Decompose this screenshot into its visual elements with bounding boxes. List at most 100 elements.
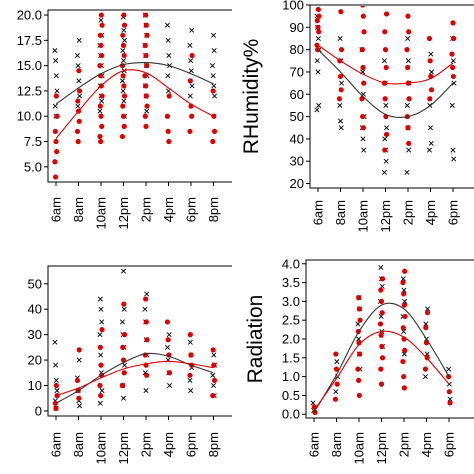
dot-point (402, 313, 408, 320)
dot-point (99, 326, 105, 333)
dot-point (120, 42, 127, 49)
x-tick-label: 2pm (397, 432, 412, 457)
x-tick-label: 4pm (161, 197, 176, 222)
dot-point (97, 344, 103, 350)
dot-point (53, 174, 59, 180)
cross-point (120, 395, 127, 401)
y-tick-label: 80 (290, 42, 304, 57)
dot-point (334, 381, 340, 387)
dot-point (316, 13, 322, 19)
dot-point (423, 325, 429, 331)
cross-point (99, 388, 105, 394)
x-tick-label: 10am (352, 432, 367, 465)
cross-point (338, 125, 344, 131)
dot-point (406, 140, 412, 146)
y-tick-label: 20 (290, 176, 304, 191)
cross-point (211, 352, 217, 358)
dot-point (447, 400, 453, 406)
y-tick-label: 20 (28, 353, 42, 368)
cross-point (52, 103, 58, 109)
x-tick-label: 8am (71, 432, 86, 457)
dot-point (338, 47, 345, 53)
dot-point (121, 332, 128, 338)
cross-point (54, 88, 60, 94)
cross-point (189, 27, 195, 33)
dot-point (377, 321, 384, 327)
x-tick-label: 8am (71, 197, 86, 222)
x-tick-label: 10am (356, 200, 371, 233)
y-tick-label: 60 (290, 87, 304, 102)
dot-point (121, 123, 127, 129)
dot-point (401, 302, 407, 308)
dot-point (400, 358, 406, 365)
cross-point (451, 156, 457, 162)
fit-line (313, 330, 450, 411)
cross-point (164, 22, 170, 28)
dot-point (406, 29, 412, 35)
dot-point (54, 113, 60, 119)
dot-point (360, 13, 366, 19)
dot-point (142, 113, 148, 119)
cross-point (405, 58, 411, 64)
dot-point (210, 138, 216, 145)
cross-series (310, 265, 453, 413)
dot-point (53, 93, 59, 99)
dot-point (98, 138, 104, 145)
cross-point (211, 47, 217, 53)
y-tick-label: 12.5 (17, 83, 42, 98)
dot-point (143, 83, 149, 89)
dot-point (314, 42, 320, 48)
dot-point (99, 93, 105, 99)
cross-point (76, 357, 82, 363)
x-tick-label: 12pm (374, 432, 389, 465)
cross-point (142, 306, 148, 312)
y-tick-label: 5.0 (24, 159, 42, 174)
dot-point (450, 20, 456, 26)
dot-point (360, 6, 366, 8)
dot-point (379, 276, 386, 282)
cross-point (406, 147, 412, 153)
cross-point (97, 296, 103, 302)
cross-point (422, 374, 428, 380)
dot-point (405, 64, 411, 71)
dot-point (119, 382, 126, 389)
dot-point (402, 347, 408, 353)
dot-point (76, 395, 82, 401)
dot-point (210, 347, 216, 353)
fit-line (55, 360, 214, 397)
dot-point (187, 372, 193, 378)
x-tick-label: 2pm (139, 432, 154, 457)
dot-point (143, 296, 149, 302)
x-axis: 6am 8am 10am 12pm 2pm 4pm 6pm 8pm (49, 416, 221, 465)
dot-point (383, 64, 389, 71)
panel-bottom-right: 0.0 0.5 1.0 1.5 2.0 2.5 3.0 3.5 4.0 6am 8am 10am 12p… (244, 256, 474, 465)
dot-point (121, 22, 128, 28)
cross-point (121, 306, 127, 312)
cross-point (188, 68, 194, 74)
dot-point (210, 393, 216, 399)
cross-point (143, 388, 149, 394)
dot-point (97, 382, 103, 389)
y-axis: 5.0 7.5 10.0 12.5 15.0 17.5 20.0 (17, 8, 48, 174)
cross-point (334, 359, 340, 365)
dot-point (121, 93, 128, 99)
cross-point (122, 37, 128, 43)
y-tick-label: 4.0 (282, 256, 300, 271)
cross-point (98, 352, 104, 358)
dot-point (74, 128, 81, 135)
dot-point (143, 319, 149, 325)
dot-point (76, 347, 82, 353)
cross-point (383, 158, 389, 164)
dot-point (53, 405, 59, 411)
dot-point (119, 133, 126, 140)
cross-point (77, 403, 83, 409)
cross-point (120, 58, 127, 64)
dot-point (165, 128, 171, 135)
cross-point (98, 306, 104, 312)
y-axis: 0.0 0.5 1.0 1.5 2.0 2.5 3.0 3.5 4.0 (282, 256, 306, 422)
dot-point (120, 344, 126, 350)
x-tick-label: 4pm (423, 200, 438, 225)
y-tick-label: 0 (35, 403, 42, 418)
cross-point (165, 73, 171, 79)
dot-point (336, 96, 343, 102)
